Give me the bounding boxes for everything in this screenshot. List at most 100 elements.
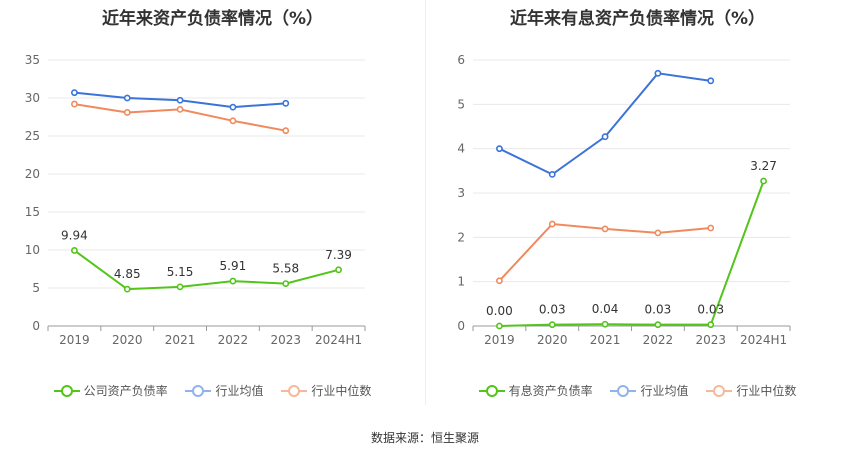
y-tick-label: 10 — [25, 243, 40, 257]
left-chart-plot: 0 5 10 15 20 25 30 35 2019 2020 2021 2022 2023 2024H1… — [25, 53, 366, 347]
x-tick-label: 2021 — [590, 333, 621, 347]
data-point — [229, 103, 237, 111]
x-tick-label: 2020 — [537, 333, 568, 347]
data-point — [654, 321, 662, 329]
legend-label: 行业均值 — [640, 384, 689, 398]
legend-label: 行业均值 — [215, 384, 264, 398]
y-tick-label: 6 — [457, 53, 465, 67]
data-point — [71, 100, 78, 108]
legend-label: 行业中位数 — [736, 384, 797, 398]
left-chart-legend: 公司资产负债率 行业均值 行业中位数 — [0, 382, 425, 400]
x-tick-label: 2022 — [643, 333, 674, 347]
data-point — [548, 220, 556, 228]
legend-item-industry-median[interactable]: 行业中位数 — [706, 382, 796, 399]
legend-line-icon — [706, 384, 733, 397]
data-point — [229, 117, 237, 125]
data-point — [601, 320, 609, 328]
series-line — [499, 180, 765, 327]
data-label: 9.94 — [61, 228, 88, 242]
x-tick-label: 2020 — [112, 333, 143, 347]
data-source-note: 数据来源：恒生聚源 — [370, 431, 479, 445]
data-label: 0.03 — [697, 303, 724, 317]
data-point — [176, 96, 184, 104]
data-point — [71, 89, 78, 97]
series-line — [498, 222, 711, 282]
data-point — [71, 247, 78, 254]
data-label: 0.00 — [486, 304, 513, 318]
data-label: 5.91 — [220, 259, 247, 273]
y-tick-label: 5 — [457, 97, 465, 111]
y-tick-label: 3 — [457, 186, 465, 200]
x-tick-label: 2021 — [165, 333, 196, 347]
x-tick-label: 2024H1 — [315, 333, 362, 347]
data-point — [654, 69, 662, 77]
data-point — [496, 277, 503, 285]
legend-item-industry-mean[interactable]: 行业均值 — [610, 382, 689, 399]
data-label: 5.58 — [272, 262, 299, 276]
data-point — [229, 277, 237, 285]
data-point — [707, 77, 715, 85]
panel-divider — [425, 0, 426, 405]
y-tick-label: 4 — [457, 142, 465, 156]
data-point — [760, 177, 767, 185]
data-point — [707, 321, 715, 329]
data-point — [176, 106, 184, 113]
data-point — [282, 127, 290, 135]
data-point — [335, 266, 342, 274]
y-tick-label: 0 — [32, 319, 40, 333]
y-tick-label: 0 — [457, 319, 465, 333]
legend-line-icon — [185, 384, 212, 397]
y-tick-label: 15 — [25, 205, 40, 219]
data-point — [123, 285, 131, 293]
x-tick-label: 2019 — [484, 333, 515, 347]
data-label: 7.39 — [325, 248, 352, 262]
legend-label: 行业中位数 — [311, 384, 372, 398]
left-chart-panel: 近年来资产负债率情况（%） 0 5 10 15 20 25 30 35 2019 2020 2021… — [0, 0, 425, 410]
y-tick-label: 30 — [25, 91, 40, 105]
y-tick-label: 5 — [32, 281, 40, 295]
data-label: 0.04 — [592, 302, 619, 316]
data-point — [496, 145, 503, 153]
left-chart-title: 近年来资产负债率情况（%） — [101, 9, 324, 29]
legend-label: 公司资产负债率 — [83, 384, 168, 398]
data-point — [548, 170, 556, 178]
data-point — [601, 133, 609, 141]
right-chart-panel: 近年来有息资产负债率情况（%） 0 1 2 3 4 5 6 2019 2020 2021 2022 2… — [425, 0, 850, 410]
data-point — [707, 224, 715, 232]
x-tick-label: 2024H1 — [740, 333, 787, 347]
data-point — [282, 280, 290, 287]
data-label: 5.15 — [167, 265, 194, 279]
data-point — [654, 229, 662, 237]
series-line — [498, 72, 711, 176]
x-tick-label: 2022 — [218, 333, 249, 347]
legend-item-company-ratio[interactable]: 公司资产负债率 — [53, 382, 168, 399]
y-tick-label: 25 — [25, 129, 40, 143]
legend-line-icon — [478, 384, 505, 397]
data-point — [123, 109, 131, 116]
data-point — [496, 322, 503, 330]
x-tick-label: 2019 — [59, 333, 90, 347]
series-line — [73, 249, 339, 291]
legend-item-industry-median[interactable]: 行业中位数 — [281, 382, 371, 399]
legend-item-interest-bearing-ratio[interactable]: 有息资产负债率 — [478, 382, 593, 399]
legend-line-icon — [53, 384, 80, 397]
data-label: 0.03 — [645, 303, 672, 317]
right-chart-title: 近年来有息资产负债率情况（%） — [509, 9, 766, 29]
y-tick-label: 1 — [457, 275, 465, 289]
x-tick-label: 2023 — [695, 333, 726, 347]
legend-line-icon — [610, 384, 637, 397]
data-label: 0.03 — [539, 303, 566, 317]
right-chart-legend: 有息资产负债率 行业均值 行业中位数 — [425, 382, 850, 400]
legend-item-industry-mean[interactable]: 行业均值 — [185, 382, 264, 399]
data-point — [601, 225, 609, 233]
legend-label: 有息资产负债率 — [508, 384, 593, 398]
y-tick-label: 35 — [25, 53, 40, 67]
data-point — [176, 283, 184, 291]
right-chart-plot: 0 1 2 3 4 5 6 2019 2020 2021 2022 2023 2024H1 0.00 0.0… — [457, 53, 791, 347]
legend-line-icon — [281, 384, 308, 397]
y-tick-label: 2 — [457, 230, 465, 244]
data-label: 4.85 — [114, 267, 141, 281]
data-point — [282, 99, 290, 107]
data-label: 3.27 — [750, 159, 777, 173]
data-point — [123, 94, 131, 102]
